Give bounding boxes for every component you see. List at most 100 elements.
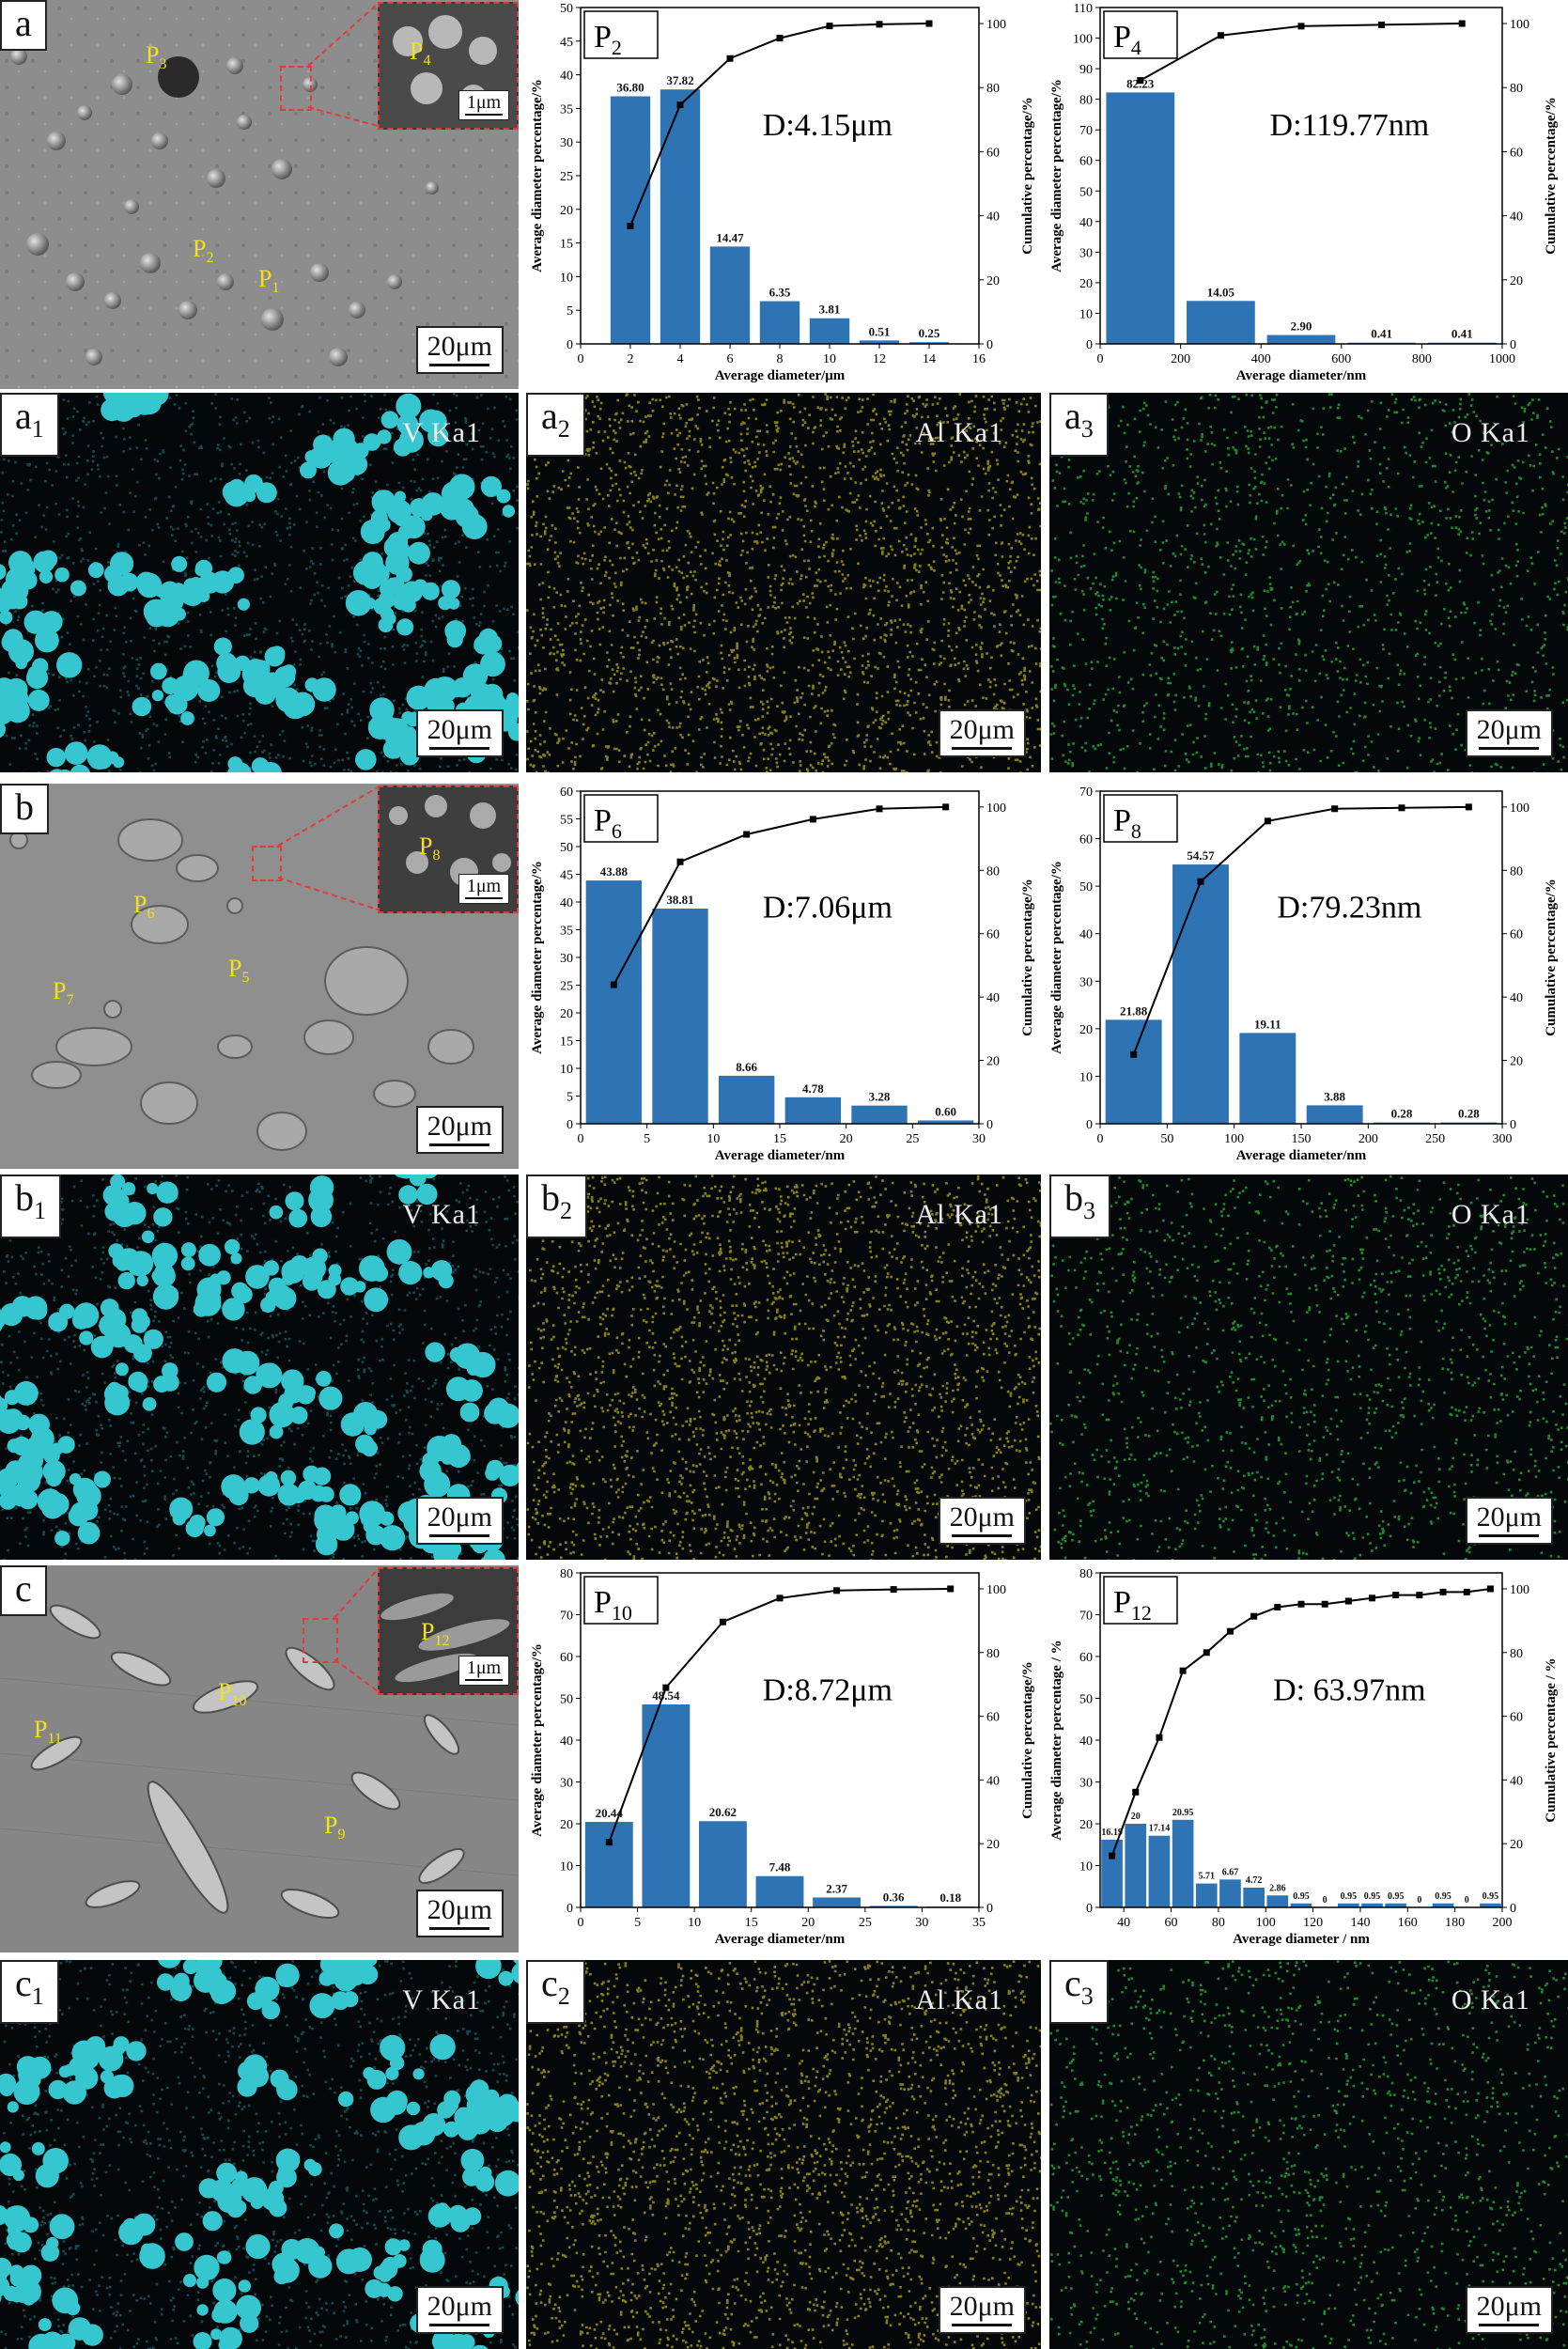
x-tick-label: 120 [1303, 1916, 1323, 1930]
y-tick-label: 10 [560, 271, 573, 285]
y-tick-label: 0 [1086, 1902, 1093, 1916]
x-tick-label: 14 [923, 352, 936, 366]
y2-tick-label: 100 [986, 1583, 1006, 1597]
x-tick-label: 30 [915, 1916, 928, 1930]
chart-panel-box [583, 1576, 659, 1625]
element-label: Al Ka1 [915, 1199, 1003, 1230]
y-tick-label: 35 [560, 102, 573, 117]
y2-tick-label: 60 [1510, 928, 1523, 942]
sem-image-c: P12 1μm P11 P10 P9 c 20μm [0, 1565, 519, 1952]
x-tick-label: 140 [1350, 1916, 1370, 1930]
x-tick-label: 600 [1331, 352, 1351, 366]
x-tick-label: 20 [840, 1132, 853, 1146]
y2-tick-label: 100 [986, 18, 1006, 32]
bar [1172, 1819, 1194, 1907]
y2-tick-label: 40 [1510, 210, 1523, 225]
bar [585, 880, 643, 1124]
chart-panel-box [1103, 10, 1178, 59]
cumulative-point [719, 1618, 726, 1626]
bar-value-label: 6.35 [769, 286, 791, 300]
scale-bar: 20μm [1465, 709, 1553, 757]
eds-map-a2: a2 Al Ka1 20μm [526, 393, 1041, 772]
eds-dot-field [0, 1960, 519, 2349]
bar-value-label: 0.41 [1371, 327, 1392, 341]
y-tick-label: 30 [560, 952, 573, 966]
bar-value-label: 3.81 [819, 303, 841, 317]
y-tick-label: 100 [1073, 33, 1093, 47]
bar-value-label: 0.28 [1458, 1107, 1480, 1121]
plot-frame [1099, 7, 1503, 345]
y-tick-label: 50 [560, 1693, 573, 1707]
y2-tick-label: 80 [1510, 82, 1523, 96]
mean-diameter-annotation: D:79.23nm [1277, 891, 1421, 926]
cumulative-point [776, 1595, 784, 1602]
bar [1385, 1903, 1407, 1907]
bar-value-label: 2.90 [1291, 319, 1312, 334]
bar-value-label: 0.25 [919, 326, 940, 340]
cumulative-point [743, 831, 751, 838]
y-tick-label: 20 [1079, 1023, 1093, 1037]
y2-tick-label: 40 [986, 210, 1000, 225]
mean-diameter-annotation: D:4.15μm [763, 108, 893, 143]
cumulative-point [876, 805, 883, 813]
point-label-p6: P6 [133, 891, 155, 923]
bar-value-label: 48.54 [652, 1688, 680, 1703]
x-tick-label: 10 [706, 1132, 720, 1146]
y-tick-label: 40 [560, 896, 573, 910]
cumulative-point [809, 816, 816, 823]
y2-axis-label: Cumulative percentage/% [1020, 97, 1035, 255]
x-axis-label: Average diameter/nm [715, 1148, 846, 1163]
element-label: O Ka1 [1451, 1199, 1530, 1230]
element-label: V Ka1 [402, 1199, 481, 1230]
bar-value-label: 21.88 [1120, 1003, 1148, 1018]
eds-map-a1: a1 V Ka1 20μm [0, 393, 519, 772]
panel-label: c2 [526, 1960, 585, 2024]
x-tick-label: 40 [1117, 1916, 1130, 1930]
bar [709, 246, 751, 344]
chart-panel-label: P4 [1113, 20, 1141, 59]
x-tick-label: 35 [972, 1916, 986, 1930]
bar-value-label: 0.95 [1388, 1891, 1405, 1902]
x-tick-label: 150 [1292, 1132, 1312, 1146]
panel-label: a [0, 0, 47, 51]
bar-value-label: 20 [1131, 1812, 1141, 1822]
cumulative-point [676, 858, 684, 865]
element-label: O Ka1 [1451, 1984, 1530, 2015]
x-tick-label: 30 [972, 1132, 986, 1146]
y-tick-label: 0 [1086, 1118, 1093, 1132]
bar [784, 1097, 842, 1124]
x-tick-label: 50 [1160, 1132, 1173, 1146]
cumulative-point [876, 21, 883, 28]
y-tick-label: 0 [567, 1118, 573, 1132]
panel-label: b3 [1049, 1174, 1110, 1238]
cumulative-point [776, 35, 784, 42]
eds-map-b2: b2 Al Ka1 20μm [526, 1174, 1041, 1560]
x-tick-label: 200 [1358, 1132, 1378, 1146]
bar-value-label: 0.95 [1483, 1891, 1499, 1902]
y-tick-label: 20 [560, 204, 573, 218]
bar [1172, 864, 1229, 1124]
bar [869, 1906, 918, 1907]
bar-value-label: 20.62 [709, 1805, 737, 1819]
y-tick-label: 25 [560, 170, 573, 184]
x-axis-label: Average diameter/μm [715, 368, 846, 383]
cumulative-point [1465, 803, 1472, 811]
bar [1219, 1879, 1241, 1907]
x-tick-label: 800 [1412, 352, 1432, 366]
x-tick-label: 1000 [1489, 352, 1515, 366]
cumulative-point [1344, 1597, 1352, 1605]
cumulative-point [1416, 1592, 1423, 1599]
x-tick-label: 180 [1445, 1916, 1465, 1930]
inset-point-label: P4 [410, 38, 431, 70]
y-tick-label: 60 [1079, 155, 1093, 169]
cumulative-point [627, 223, 634, 230]
panel-label: b [0, 784, 49, 834]
bar-value-label: 3.28 [869, 1090, 891, 1104]
y-axis-label: Average diameter percentage / % [1049, 1640, 1064, 1840]
chart-panel-box [1103, 794, 1178, 843]
x-tick-label: 25 [906, 1132, 919, 1146]
y-tick-label: 50 [560, 2, 573, 16]
bar [1239, 1033, 1296, 1124]
bar [1480, 1903, 1501, 1907]
y-tick-label: 45 [560, 36, 573, 50]
